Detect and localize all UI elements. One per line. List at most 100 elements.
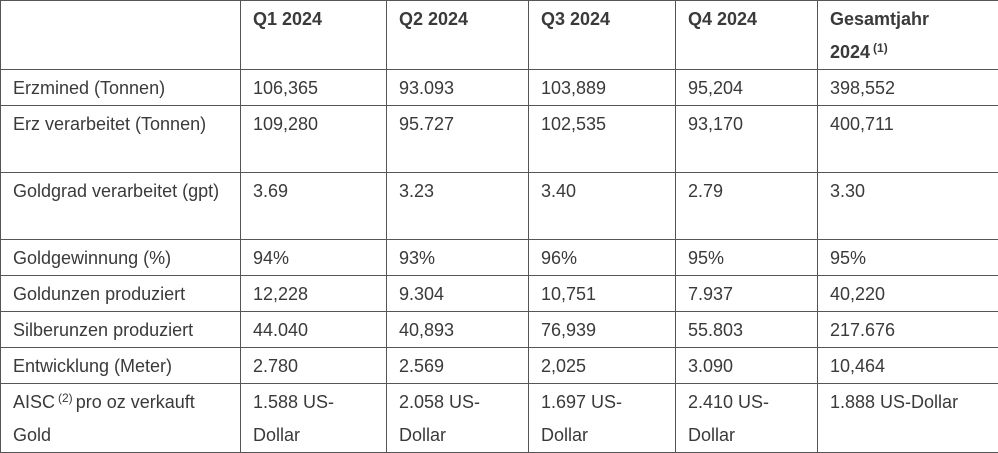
table-row: Goldunzen produziert 12,228 9.304 10,751 7.9… — [1, 276, 998, 312]
table-body: Erzmined (Tonnen) 106,365 93.093 103,889 95,… — [1, 70, 998, 453]
cell-value: 3.30 — [830, 181, 865, 201]
table-cell: 102,535 — [529, 106, 676, 173]
table-cell: 2.058 US-Dollar — [387, 384, 529, 453]
column-title: Q2 2024 — [399, 9, 468, 29]
cell-value: 40,220 — [830, 284, 885, 304]
row-label-cell: Erzmined (Tonnen) — [1, 70, 241, 106]
column-header: Q4 2024 — [676, 1, 818, 70]
table-cell: 2.79 — [676, 173, 818, 240]
cell-value: 1.697 US-Dollar — [541, 392, 622, 445]
cell-value: 9.304 — [399, 284, 444, 304]
corner-cell — [1, 1, 241, 70]
row-label: Erz verarbeitet (Tonnen) — [13, 114, 206, 134]
cell-value: 12,228 — [253, 284, 308, 304]
table-cell: 40,220 — [818, 276, 998, 312]
cell-value: 44.040 — [253, 320, 308, 340]
row-label: Erzmined (Tonnen) — [13, 78, 165, 98]
cell-value: 2,025 — [541, 356, 586, 376]
row-label-cell: Silberunzen produziert — [1, 312, 241, 348]
cell-value: 95% — [688, 248, 724, 268]
table-row: Silberunzen produziert 44.040 40,893 76,939… — [1, 312, 998, 348]
row-label: Goldgewinnung (%) — [13, 248, 171, 268]
cell-value: 95% — [830, 248, 866, 268]
table-cell: 1.888 US-Dollar — [818, 384, 998, 453]
table-cell: 96% — [529, 240, 676, 276]
row-label-cell: Goldgrad verarbeitet (gpt) — [1, 173, 241, 240]
table-cell: 3.69 — [241, 173, 387, 240]
cell-value: 2.780 — [253, 356, 298, 376]
cell-value: 2.058 US-Dollar — [399, 392, 480, 445]
column-title: Q3 2024 — [541, 9, 610, 29]
footnote-ref: (1) — [873, 41, 888, 55]
row-label: AISC — [13, 392, 55, 412]
table-cell: 109,280 — [241, 106, 387, 173]
cell-value: 3.40 — [541, 181, 576, 201]
table-cell: 40,893 — [387, 312, 529, 348]
cell-value: 10,464 — [830, 356, 885, 376]
cell-value: 3.23 — [399, 181, 434, 201]
cell-value: 106,365 — [253, 78, 318, 98]
table-cell: 93% — [387, 240, 529, 276]
table-cell: 76,939 — [529, 312, 676, 348]
column-title: Q1 2024 — [253, 9, 322, 29]
table-cell: 106,365 — [241, 70, 387, 106]
table-cell: 2,025 — [529, 348, 676, 384]
cell-value: 96% — [541, 248, 577, 268]
cell-value: 217.676 — [830, 320, 895, 340]
table-cell: 3.30 — [818, 173, 998, 240]
cell-value: 2.79 — [688, 181, 723, 201]
table-cell: 398,552 — [818, 70, 998, 106]
cell-value: 400,711 — [830, 114, 894, 134]
table-cell: 2.780 — [241, 348, 387, 384]
table-row: Erz verarbeitet (Tonnen) 109,280 95.727 102… — [1, 106, 998, 173]
row-label: Goldunzen produziert — [13, 284, 185, 304]
table-cell: 400,711 — [818, 106, 998, 173]
table-row: Goldgrad verarbeitet (gpt) 3.69 3.23 3.40 2.… — [1, 173, 998, 240]
cell-value: 2.569 — [399, 356, 444, 376]
cell-value: 40,893 — [399, 320, 454, 340]
column-header: Q2 2024 — [387, 1, 529, 70]
table-cell: 217.676 — [818, 312, 998, 348]
cell-value: 93% — [399, 248, 435, 268]
table-cell: 10,751 — [529, 276, 676, 312]
row-label: Silberunzen produziert — [13, 320, 193, 340]
cell-value: 55.803 — [688, 320, 743, 340]
cell-value: 10,751 — [541, 284, 596, 304]
column-header: Q3 2024 — [529, 1, 676, 70]
cell-value: 3.69 — [253, 181, 288, 201]
column-header: Q1 2024 — [241, 1, 387, 70]
footnote-ref: (2) — [58, 391, 73, 405]
table-cell: 93.093 — [387, 70, 529, 106]
table-cell: 103,889 — [529, 70, 676, 106]
cell-value: 95.727 — [399, 114, 454, 134]
cell-value: 95,204 — [688, 78, 743, 98]
cell-value: 76,939 — [541, 320, 596, 340]
cell-value: 1.888 US-Dollar — [830, 392, 958, 412]
table-cell: 44.040 — [241, 312, 387, 348]
table-cell: 93,170 — [676, 106, 818, 173]
table-cell: 10,464 — [818, 348, 998, 384]
row-label-cell: Goldgewinnung (%) — [1, 240, 241, 276]
cell-value: 7.937 — [688, 284, 733, 304]
cell-value: 103,889 — [541, 78, 606, 98]
table-cell: 9.304 — [387, 276, 529, 312]
table-cell: 1.697 US-Dollar — [529, 384, 676, 453]
row-label-cell: Erz verarbeitet (Tonnen) — [1, 106, 241, 173]
column-header: Gesamtjahr 2024(1) — [818, 1, 998, 70]
cell-value: 1.588 US-Dollar — [253, 392, 334, 445]
table-cell: 94% — [241, 240, 387, 276]
row-label: Goldgrad verarbeitet (gpt) — [13, 181, 219, 201]
cell-value: 398,552 — [830, 78, 895, 98]
row-label-cell: Goldunzen produziert — [1, 276, 241, 312]
table-cell: 95% — [818, 240, 998, 276]
table-cell: 2.410 US-Dollar — [676, 384, 818, 453]
table-cell: 95,204 — [676, 70, 818, 106]
table-cell: 95.727 — [387, 106, 529, 173]
cell-value: 93.093 — [399, 78, 454, 98]
table-row: Erzmined (Tonnen) 106,365 93.093 103,889 95,… — [1, 70, 998, 106]
